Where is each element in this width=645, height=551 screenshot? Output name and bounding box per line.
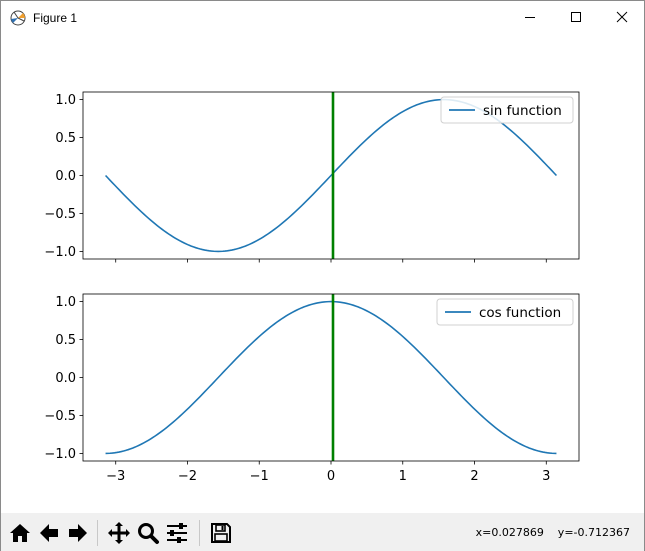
- maximize-icon: [571, 12, 581, 22]
- y-tick-label: 0.0: [55, 169, 76, 184]
- cursor-coordinates: x=0.027869 y=-0.712367: [475, 526, 630, 539]
- home-button[interactable]: [6, 519, 34, 547]
- zoom-magnifier-icon: [138, 523, 159, 544]
- sin-subplot[interactable]: −1.0 −0.5 0.0 0.5 1.0 sin function: [44, 91, 580, 263]
- y-tick-label: 0.5: [55, 131, 76, 146]
- window-title: Figure 1: [33, 11, 78, 25]
- minimize-icon: [525, 17, 535, 18]
- y-tick-label: −1.0: [44, 245, 76, 260]
- close-icon: [616, 11, 628, 23]
- maximize-button[interactable]: [553, 1, 599, 33]
- legend-label: sin function: [483, 103, 562, 119]
- y-tick-label: 0.5: [55, 333, 76, 348]
- home-icon: [10, 524, 30, 542]
- configure-subplots-button[interactable]: [163, 519, 191, 547]
- legend-label: cos function: [479, 305, 561, 321]
- x-tick-label: 1: [399, 469, 407, 484]
- configure-subplots-icon: [167, 523, 187, 543]
- series-line-cos: [105, 300, 557, 455]
- minimize-button[interactable]: [507, 1, 553, 33]
- close-button[interactable]: [599, 1, 645, 33]
- navigation-toolbar: x=0.027869 y=-0.712367: [1, 513, 644, 551]
- x-tick-label: 3: [542, 469, 550, 484]
- x-tick-label: 2: [470, 469, 478, 484]
- y-tick-label: −0.5: [44, 207, 76, 222]
- toolbar-separator: [199, 520, 200, 546]
- y-tick-label: 1.0: [55, 295, 76, 310]
- x-tick-label: −3: [106, 469, 125, 484]
- title-bar[interactable]: Figure 1: [1, 1, 644, 35]
- x-tick-label: 0: [327, 469, 335, 484]
- legend-box: [440, 96, 574, 124]
- figure-canvas[interactable]: −1.0 −0.5 0.0 0.5 1.0 sin function −1.0 −0.5 0.…: [1, 35, 644, 513]
- matplotlib-logo-icon: [10, 10, 26, 26]
- pan-button[interactable]: [105, 519, 133, 547]
- legend-box: [436, 298, 574, 326]
- save-floppy-icon: [211, 523, 231, 543]
- save-button[interactable]: [207, 519, 235, 547]
- zoom-button[interactable]: [134, 519, 162, 547]
- y-tick-label: −1.0: [44, 447, 76, 462]
- figure-svg[interactable]: −1.0 −0.5 0.0 0.5 1.0 sin function −1.0 −0.5 0.…: [1, 35, 644, 513]
- y-tick-label: 0.0: [55, 371, 76, 386]
- cos-subplot[interactable]: −1.0 −0.5 0.0 0.5 1.0 −3 −2 −1 0 1 2 3 cos function: [44, 293, 580, 484]
- toolbar-separator: [97, 520, 98, 546]
- pan-move-icon: [108, 522, 130, 544]
- x-tick-label: −2: [178, 469, 197, 484]
- x-tick-label: −1: [250, 469, 269, 484]
- forward-button[interactable]: [64, 519, 92, 547]
- y-tick-label: −0.5: [44, 409, 76, 424]
- back-arrow-icon: [40, 524, 58, 542]
- y-tick-label: 1.0: [55, 93, 76, 108]
- forward-arrow-icon: [69, 524, 87, 542]
- back-button[interactable]: [35, 519, 63, 547]
